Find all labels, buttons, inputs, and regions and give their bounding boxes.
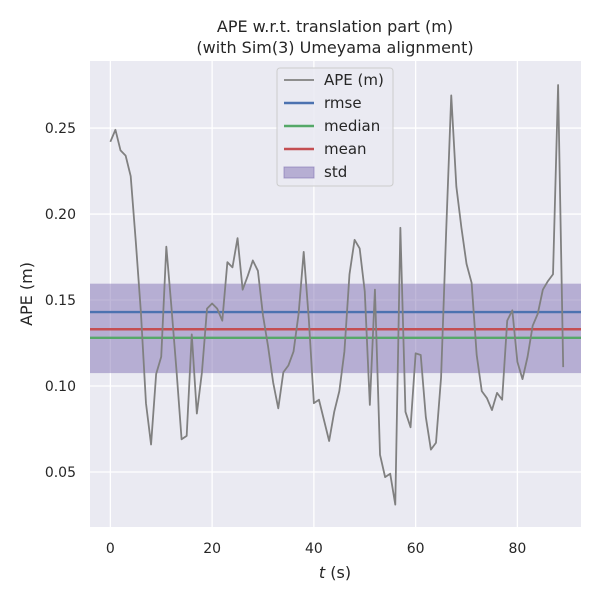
legend-label: median	[324, 117, 380, 135]
x-tick-label: 60	[407, 541, 425, 557]
y-tick-label: 0.10	[45, 379, 76, 395]
x-axis-label: t (s)	[319, 563, 351, 582]
x-tick-label: 20	[203, 541, 221, 557]
x-axis-label-unit: (s)	[325, 563, 351, 582]
y-tick-label: 0.20	[45, 207, 76, 223]
legend-label: APE (m)	[324, 71, 384, 89]
y-axis-label: APE (m)	[17, 262, 36, 326]
x-tick-label: 80	[508, 541, 526, 557]
y-tick-label: 0.05	[45, 465, 76, 481]
x-axis-label-variable: t	[319, 563, 326, 582]
chart-title-line-1: APE w.r.t. translation part (m)	[217, 17, 453, 36]
x-tick-label: 40	[305, 541, 323, 557]
y-tick-label: 0.15	[45, 293, 76, 309]
x-tick-label: 0	[106, 541, 115, 557]
chart-title-line-2: (with Sim(3) Umeyama alignment)	[196, 38, 473, 57]
legend-box	[276, 67, 394, 187]
ape-series-line	[109, 84, 565, 506]
legend-label: mean	[324, 140, 367, 158]
legend-label: rmse	[324, 94, 362, 112]
legend-label: std	[324, 163, 347, 181]
legend-swatch-std	[283, 166, 315, 179]
y-tick-label: 0.25	[45, 121, 76, 137]
